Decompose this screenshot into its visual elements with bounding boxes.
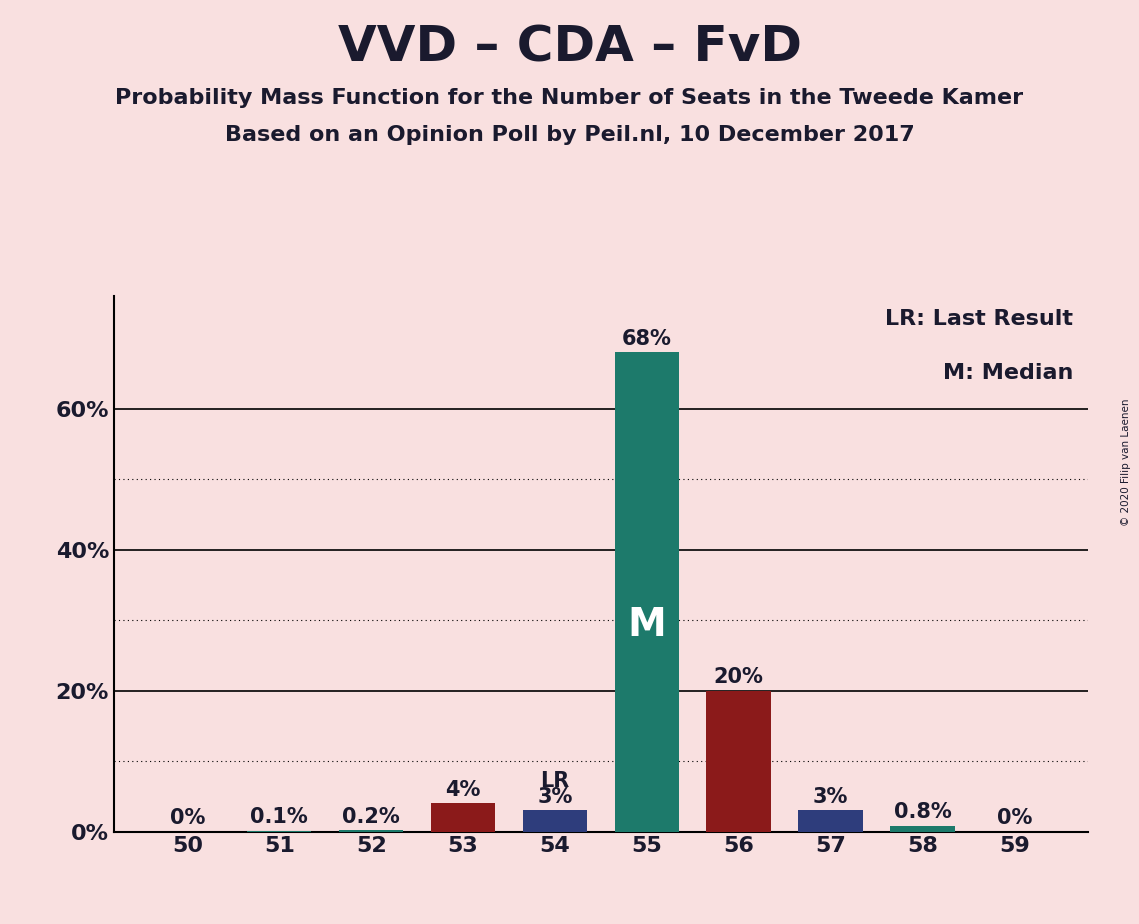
Bar bbox=[615, 352, 679, 832]
Bar bbox=[706, 690, 771, 832]
Bar bbox=[891, 826, 954, 832]
Text: Probability Mass Function for the Number of Seats in the Tweede Kamer: Probability Mass Function for the Number… bbox=[115, 88, 1024, 108]
Text: 68%: 68% bbox=[622, 329, 672, 348]
Text: 20%: 20% bbox=[714, 667, 763, 687]
Text: LR: Last Result: LR: Last Result bbox=[885, 310, 1073, 329]
Text: LR: LR bbox=[540, 772, 570, 791]
Text: © 2020 Filip van Laenen: © 2020 Filip van Laenen bbox=[1121, 398, 1131, 526]
Text: 4%: 4% bbox=[445, 780, 481, 800]
Text: 0%: 0% bbox=[997, 808, 1032, 828]
Text: 0.1%: 0.1% bbox=[251, 808, 309, 827]
Bar bbox=[798, 810, 862, 832]
Text: 0.2%: 0.2% bbox=[342, 807, 400, 827]
Bar bbox=[431, 803, 495, 832]
Text: 0.8%: 0.8% bbox=[893, 802, 951, 822]
Text: Based on an Opinion Poll by Peil.nl, 10 December 2017: Based on an Opinion Poll by Peil.nl, 10 … bbox=[224, 125, 915, 145]
Bar bbox=[523, 810, 587, 832]
Text: VVD – CDA – FvD: VVD – CDA – FvD bbox=[337, 23, 802, 71]
Text: M: Median: M: Median bbox=[943, 363, 1073, 383]
Text: 3%: 3% bbox=[813, 787, 849, 807]
Bar bbox=[339, 830, 403, 832]
Text: 3%: 3% bbox=[538, 787, 573, 807]
Text: M: M bbox=[628, 606, 666, 644]
Text: 0%: 0% bbox=[170, 808, 205, 828]
